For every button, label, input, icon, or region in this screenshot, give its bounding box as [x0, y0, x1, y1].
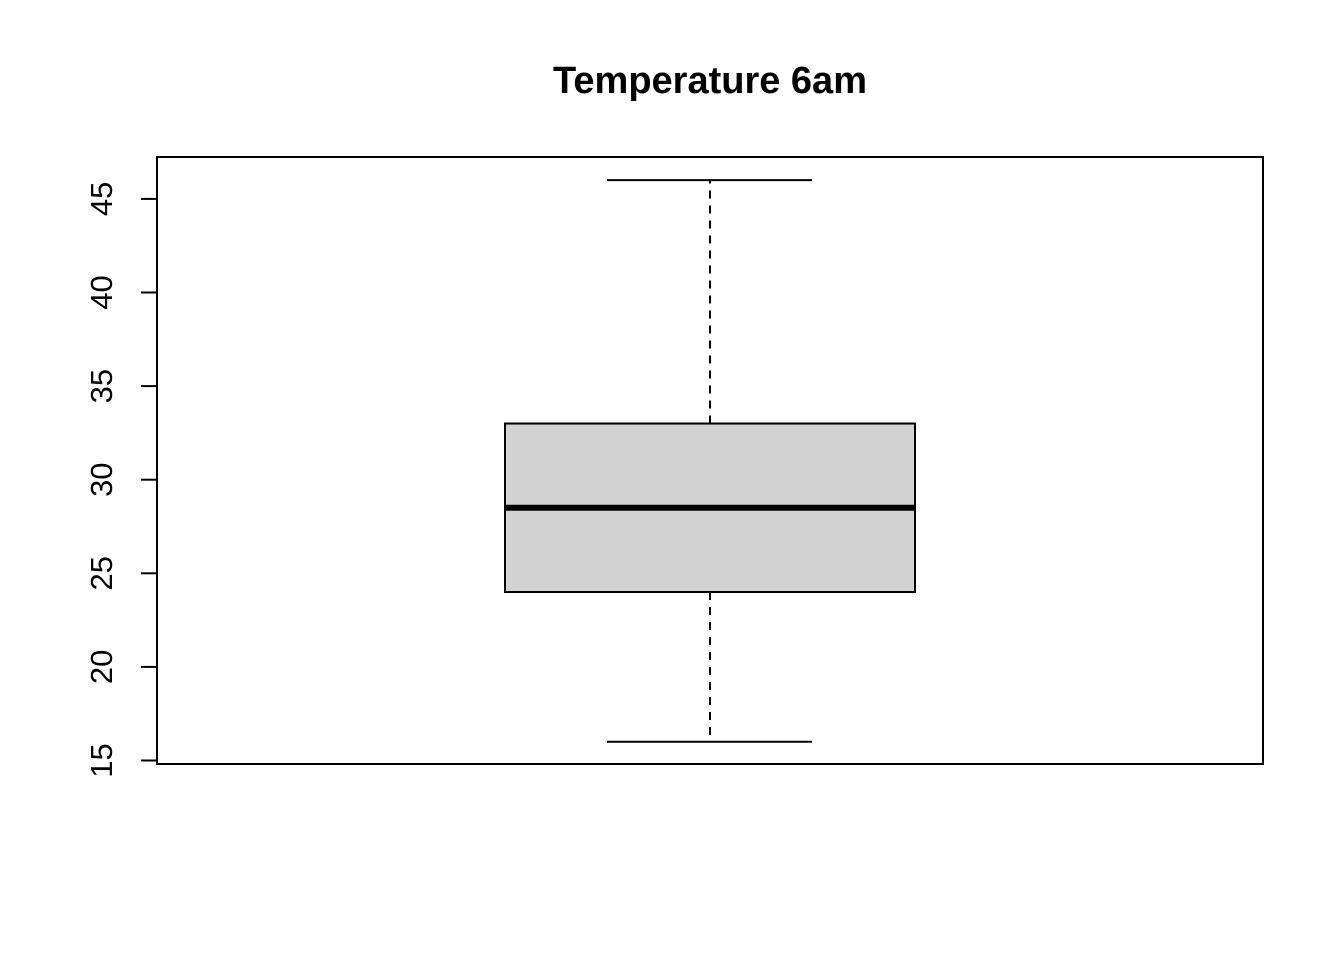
- y-tick-label: 40: [84, 275, 119, 309]
- y-tick-label: 20: [84, 650, 119, 684]
- y-tick-label: 35: [84, 369, 119, 403]
- y-tick-label: 30: [84, 462, 119, 496]
- y-tick-label: 15: [84, 743, 119, 777]
- y-axis: 15 20 25 30 35 40 45: [84, 182, 158, 778]
- y-tick-label: 45: [84, 182, 119, 216]
- chart-title: Temperature 6am: [553, 60, 867, 102]
- y-tick-label: 25: [84, 556, 119, 590]
- boxplot-series: [504, 179, 916, 743]
